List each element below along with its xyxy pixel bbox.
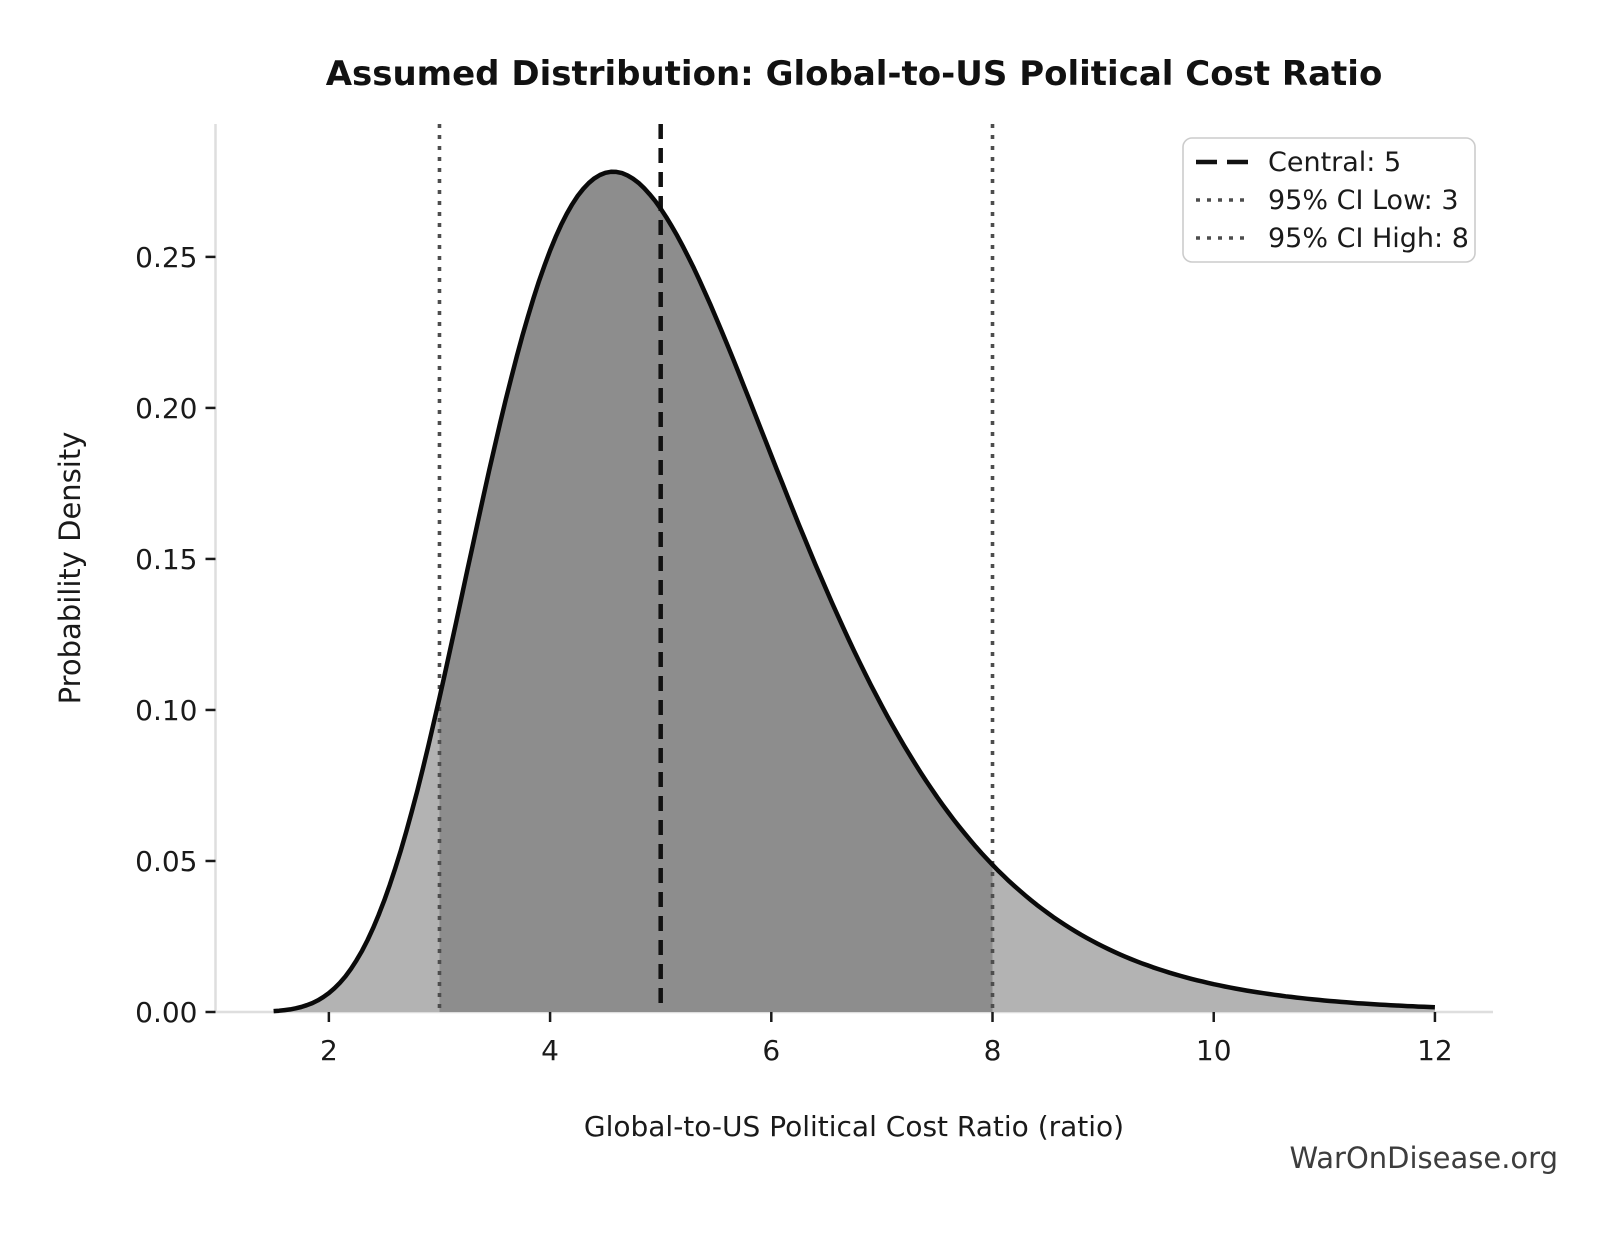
x-tick-label: 12 — [1417, 1034, 1453, 1067]
chart-title: Assumed Distribution: Global-to-US Polit… — [326, 54, 1383, 94]
x-tick-label: 2 — [320, 1034, 338, 1067]
x-axis-title: Global-to-US Political Cost Ratio (ratio… — [584, 1110, 1124, 1143]
x-tick-label: 8 — [984, 1034, 1002, 1067]
density-curve-layer — [273, 169, 1436, 1014]
ci-fill — [439, 171, 993, 1013]
x-tick-label: 6 — [762, 1034, 780, 1067]
y-tick-label: 0.20 — [135, 392, 197, 425]
x-tick-label: 4 — [541, 1034, 559, 1067]
axis-ticks: 2 4 6 8 10 12 0.00 0.05 0.10 0.15 0.20 0.25 — [135, 241, 1453, 1067]
density-curve — [273, 169, 1436, 1014]
y-tick-label: 0.05 — [135, 845, 197, 878]
legend-item-central: Central: 5 — [1268, 147, 1401, 178]
x-tick-label: 10 — [1196, 1034, 1232, 1067]
y-tick-label: 0.10 — [135, 694, 197, 727]
legend-item-ci-low: 95% CI Low: 3 — [1268, 185, 1459, 216]
y-tick-label: 0.25 — [135, 241, 197, 274]
legend-item-ci-high: 95% CI High: 8 — [1268, 223, 1469, 254]
legend: Central: 5 95% CI Low: 3 95% CI High: 8 — [1182, 137, 1476, 263]
y-tick-label: 0.00 — [135, 996, 197, 1029]
y-tick-label: 0.15 — [135, 543, 197, 576]
watermark: WarOnDisease.org — [1289, 1141, 1558, 1175]
legend-box — [1182, 137, 1476, 263]
density-fills — [273, 171, 1435, 1013]
y-axis-title: Probability Density — [53, 432, 87, 705]
